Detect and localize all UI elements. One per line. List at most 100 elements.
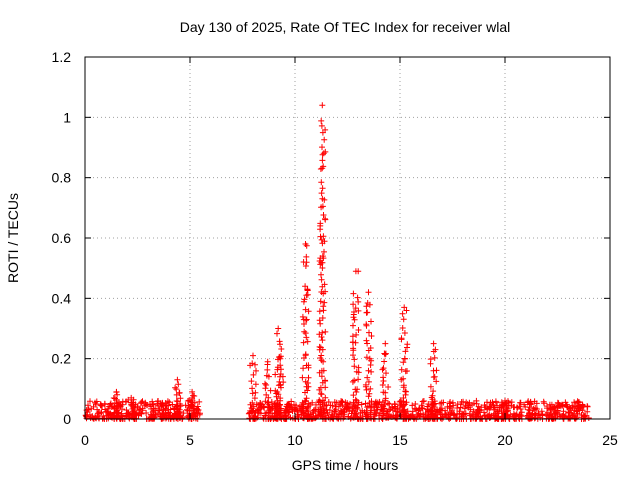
y-tick-label: 1 <box>63 109 71 125</box>
data-point <box>342 399 349 406</box>
data-point <box>170 413 177 420</box>
data-point <box>469 401 476 408</box>
data-point <box>303 395 310 402</box>
data-point <box>364 309 371 316</box>
data-point <box>194 403 201 410</box>
data-point <box>385 384 392 390</box>
data-point <box>363 322 370 329</box>
data-point <box>551 415 558 422</box>
data-point <box>352 405 359 412</box>
data-point <box>419 398 426 405</box>
data-point <box>249 390 256 397</box>
data-point <box>300 365 307 372</box>
data-point <box>317 390 324 397</box>
data-point <box>547 405 554 412</box>
data-point <box>398 335 405 342</box>
data-point <box>430 340 437 347</box>
data-point <box>350 301 357 308</box>
data-point <box>422 410 429 417</box>
data-point <box>554 413 561 419</box>
data-point <box>321 196 328 203</box>
data-point <box>278 346 285 352</box>
x-tick-label: 20 <box>497 432 513 448</box>
data-point <box>354 386 361 393</box>
data-point <box>353 368 360 375</box>
data-point <box>174 398 181 405</box>
data-point <box>117 403 124 410</box>
data-point <box>584 408 591 415</box>
data-point <box>300 259 307 265</box>
x-tick-label: 5 <box>186 432 194 448</box>
data-point <box>299 405 306 412</box>
data-point <box>400 375 407 382</box>
data-point <box>517 399 524 406</box>
data-point <box>384 408 391 415</box>
data-point <box>303 334 310 341</box>
y-tick-label: 0.6 <box>52 230 72 246</box>
data-point <box>574 398 581 405</box>
data-point <box>380 389 387 396</box>
data-point <box>350 311 357 318</box>
data-point <box>532 412 538 419</box>
data-point <box>189 388 196 395</box>
data-point <box>548 401 555 408</box>
data-point <box>517 406 524 412</box>
data-point <box>471 411 478 418</box>
data-point <box>351 377 358 384</box>
data-point <box>355 364 362 371</box>
data-point <box>191 399 198 406</box>
data-point <box>481 409 487 416</box>
x-axis: 0 5 10 15 20 25 <box>81 57 618 448</box>
data-point <box>274 330 280 337</box>
data-point <box>275 325 282 332</box>
y-tick-label: 0.4 <box>52 290 72 306</box>
data-point <box>319 346 326 353</box>
data-point <box>463 399 470 406</box>
data-point <box>139 398 146 405</box>
data-point <box>380 410 387 417</box>
data-point <box>320 233 327 240</box>
x-tick-label: 15 <box>392 432 408 448</box>
data-point <box>540 398 547 405</box>
data-point <box>322 148 329 155</box>
data-point <box>318 259 325 266</box>
data-point <box>560 408 567 415</box>
data-point <box>318 236 325 243</box>
data-point <box>402 388 409 395</box>
data-point <box>318 276 325 283</box>
data-point <box>272 371 279 378</box>
data-point <box>172 384 179 391</box>
data-point <box>277 382 284 389</box>
data-point <box>319 157 326 164</box>
data-point <box>562 399 569 406</box>
data-point <box>299 313 306 320</box>
data-point <box>584 403 591 410</box>
data-point <box>278 366 284 373</box>
data-point <box>302 263 309 269</box>
data-point <box>321 299 328 306</box>
data-point <box>277 395 284 402</box>
data-point <box>409 402 416 409</box>
data-point <box>186 407 193 414</box>
data-point <box>249 385 256 392</box>
data-point <box>335 403 342 410</box>
data-point <box>284 405 291 412</box>
data-point <box>518 409 525 416</box>
data-point <box>494 408 501 415</box>
data-point <box>353 397 360 404</box>
data-point <box>318 289 325 295</box>
x-tick-label: 10 <box>287 432 303 448</box>
data-point <box>353 389 360 395</box>
data-point <box>245 410 252 417</box>
data-point <box>401 355 408 362</box>
data-point <box>427 356 434 363</box>
data-point <box>294 406 300 413</box>
data-point <box>319 265 326 271</box>
data-point <box>154 410 161 417</box>
data-point <box>107 401 114 408</box>
data-point <box>350 339 356 346</box>
data-point <box>379 366 386 373</box>
data-point <box>301 328 308 335</box>
data-point <box>429 392 436 399</box>
data-point <box>397 412 404 419</box>
